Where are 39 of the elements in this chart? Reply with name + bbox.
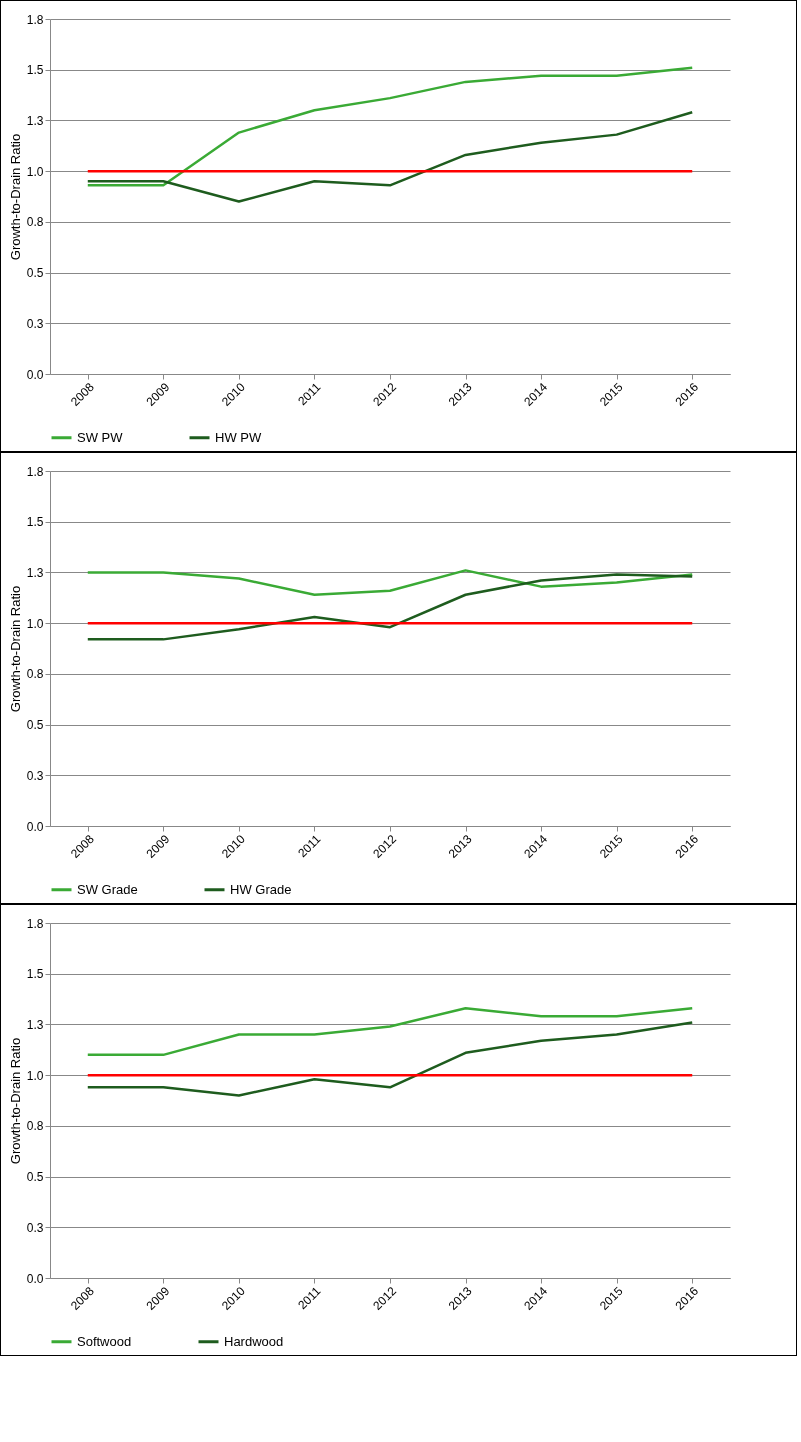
y-tick-label: 0.0 [26,819,44,834]
y-tick-label: 1.5 [26,967,44,982]
y-tick-label: 1.3 [26,565,44,580]
y-axis-title: Growth-to-Drain Ratio [7,585,23,713]
y-tick-label: 0.5 [26,718,44,733]
line-series [86,1021,694,1097]
y-tick-label: 0.3 [26,768,44,783]
line-series [86,573,694,641]
legend-label: Hardwood [224,1333,284,1349]
y-tick-label: 0.8 [26,215,44,230]
y-tick-label: 0.3 [26,316,44,331]
legend-label: SW Grade [77,881,138,897]
y-tick-label: 1.0 [26,164,44,179]
y-axis-title: Growth-to-Drain Ratio [7,1037,23,1165]
y-tick-label: 0.5 [26,1170,44,1185]
y-tick-label: 1.5 [26,515,44,530]
y-tick-label: 1.8 [26,464,44,479]
y-tick-label: 1.3 [26,1017,44,1032]
legend-label: HW Grade [230,881,292,897]
y-tick-label: 0.8 [26,1119,44,1134]
line-series [86,66,694,187]
line-series [86,569,694,596]
y-tick-label: 0.3 [26,1220,44,1235]
y-tick-label: 1.0 [26,1068,44,1083]
y-tick-label: 1.0 [26,616,44,631]
y-tick-label: 1.8 [26,12,44,27]
y-tick-label: 0.0 [26,367,44,382]
y-axis-title: Growth-to-Drain Ratio [7,133,23,261]
legend-label: HW PW [215,429,262,445]
y-tick-label: 1.5 [26,63,44,78]
y-tick-label: 0.5 [26,266,44,281]
y-tick-label: 1.3 [26,113,44,128]
y-tick-label: 1.8 [26,916,44,931]
y-tick-label: 0.0 [26,1271,44,1286]
legend-label: SW PW [77,429,124,445]
line-series [86,1006,694,1057]
y-tick-label: 0.8 [26,667,44,682]
legend-label: Softwood [77,1333,132,1349]
line-series [86,111,694,203]
